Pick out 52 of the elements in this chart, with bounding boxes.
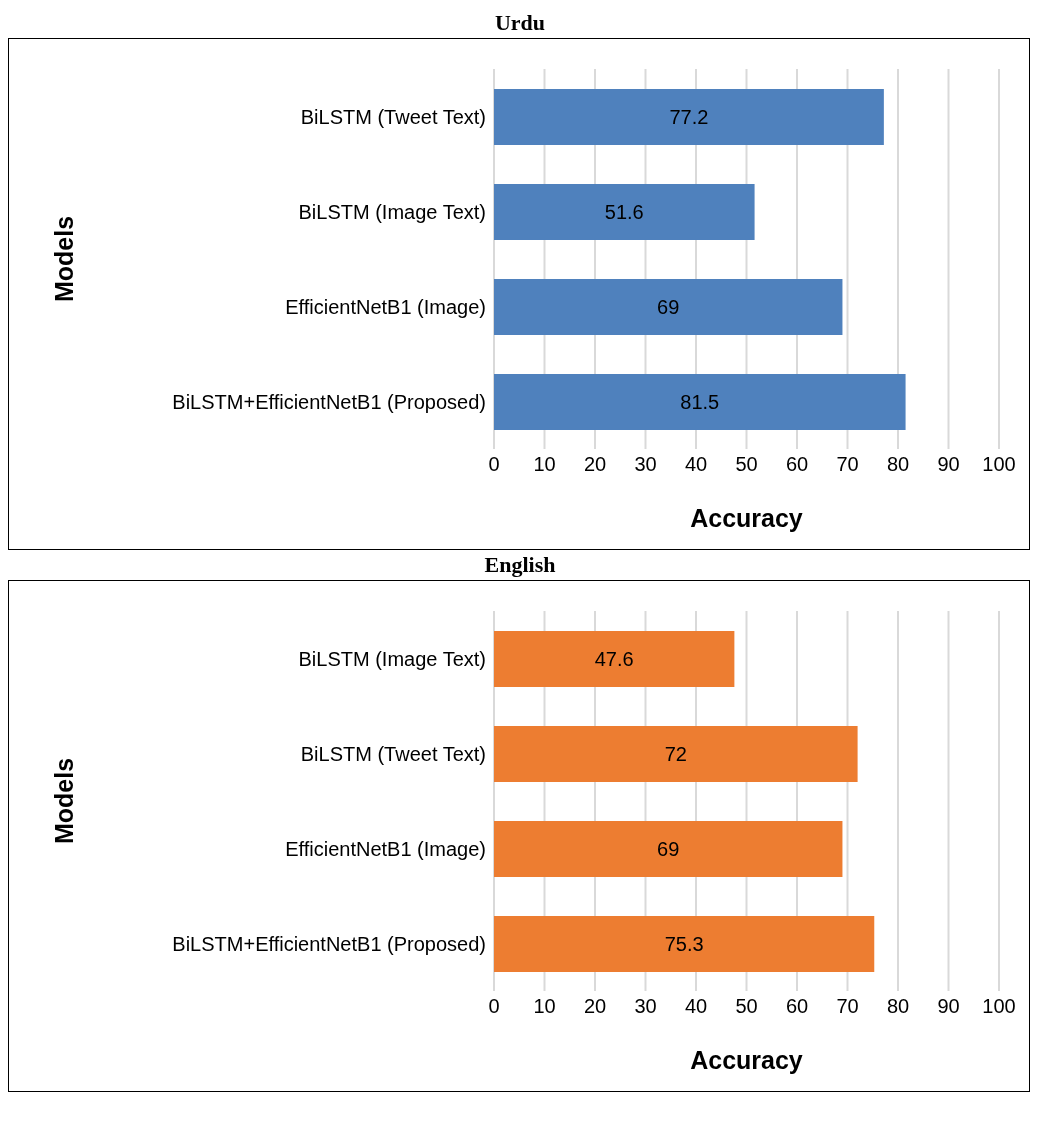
data-label: 81.5 [680, 391, 720, 414]
x-tick-label: 70 [836, 453, 859, 476]
y-tick-label: BiLSTM (Tweet Text) [300, 105, 486, 128]
x-tick-label: 30 [634, 453, 657, 476]
bar [494, 916, 875, 972]
x-tick-label: 60 [785, 453, 809, 476]
x-tick-label: 50 [735, 995, 758, 1018]
bar [494, 374, 906, 430]
data-label: 72 [664, 743, 687, 766]
x-tick-label: 10 [533, 995, 556, 1018]
y-tick-label: BiLSTM+EfficientNetB1 (Proposed) [172, 390, 486, 413]
data-label: 75.3 [664, 933, 704, 956]
x-tick-label: 0 [488, 995, 500, 1018]
data-label: 69 [657, 296, 680, 319]
bar [494, 89, 884, 145]
data-label: 69 [657, 838, 680, 861]
x-tick-label: 80 [886, 995, 910, 1018]
y-tick-label: BiLSTM (Image Text) [298, 647, 486, 670]
x-tick-label: 100 [982, 995, 1016, 1018]
data-label: 51.6 [604, 201, 644, 224]
x-tick-label: 0 [488, 453, 500, 476]
x-tick-label: 70 [836, 995, 859, 1018]
y-tick-label: EfficientNetB1 (Image) [285, 837, 486, 860]
x-tick-label: 80 [886, 453, 910, 476]
x-tick-label: 20 [583, 995, 607, 1018]
x-tick-label: 50 [735, 453, 758, 476]
chart-title: English [483, 551, 557, 579]
x-tick-label: 40 [684, 453, 708, 476]
x-tick-label: 10 [533, 453, 556, 476]
y-axis-title: Models [49, 757, 78, 845]
data-label: 47.6 [594, 648, 634, 671]
y-tick-label: BiLSTM (Tweet Text) [300, 742, 486, 765]
x-tick-label: 40 [684, 995, 708, 1018]
x-tick-label: 30 [634, 995, 657, 1018]
data-label: 77.2 [669, 106, 709, 129]
x-axis-title: Accuracy [690, 1046, 803, 1074]
x-tick-label: 90 [937, 453, 960, 476]
y-tick-label: BiLSTM (Image Text) [298, 200, 486, 223]
bar [494, 184, 755, 240]
x-tick-label: 100 [982, 453, 1016, 476]
bar [494, 631, 735, 687]
x-axis-title: Accuracy [690, 504, 803, 532]
bar [494, 726, 858, 782]
bar [494, 821, 843, 877]
bar [494, 279, 843, 335]
chart-title: Urdu [493, 9, 547, 37]
x-tick-label: 20 [583, 453, 607, 476]
y-axis-title: Models [49, 215, 78, 303]
x-tick-label: 60 [785, 995, 809, 1018]
y-tick-label: EfficientNetB1 (Image) [285, 295, 486, 318]
x-tick-label: 90 [937, 995, 960, 1018]
y-tick-label: BiLSTM+EfficientNetB1 (Proposed) [172, 932, 486, 955]
